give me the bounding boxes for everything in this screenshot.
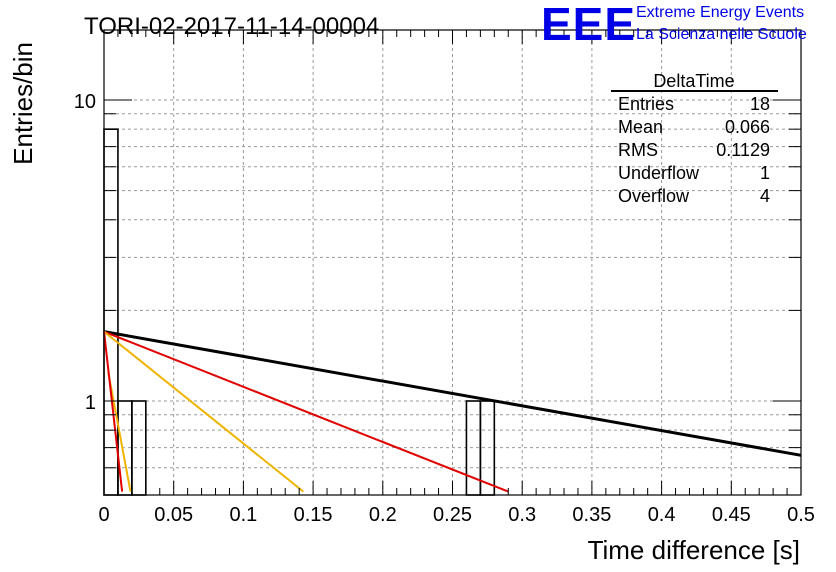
fit-line <box>103 331 124 492</box>
x-tick-labels: 0 0.05 0.1 0.15 0.2 0.25 0.3 0.35 0.4 0.45 0.5 <box>98 504 814 526</box>
grid-layer <box>104 30 801 495</box>
fit-line <box>103 330 304 493</box>
chart-title: TORI-02-2017-11-14-00004 <box>84 13 379 40</box>
stats-row-label: Entries <box>618 94 674 114</box>
eee-logo-mark: EEE <box>541 0 636 50</box>
x-tick-label: 0.25 <box>433 504 472 526</box>
x-tick-label: 0.45 <box>712 504 751 526</box>
stats-title: DeltaTime <box>653 71 734 91</box>
x-tick-label: 0 <box>98 504 109 526</box>
y-axis-title: Entries/bin <box>8 42 38 165</box>
stats-row-value: 1 <box>760 163 770 183</box>
stats-row-label: Overflow <box>618 186 690 206</box>
stats-rows: Entries 18 Mean 0.066 RMS 0.1129 Underflow 1 Ove… <box>618 94 770 206</box>
x-tick-label: 0.5 <box>787 504 815 526</box>
x-tick-label: 0.2 <box>369 504 397 526</box>
x-tick-label: 0.35 <box>572 504 611 526</box>
fit-line <box>103 330 509 493</box>
stats-row-label: Underflow <box>618 163 700 183</box>
stats-row-value: 0.1129 <box>716 140 770 160</box>
stats-row-label: RMS <box>618 140 658 160</box>
fit-lines-layer <box>103 330 802 493</box>
stats-row-value: 4 <box>760 186 770 206</box>
y-tick-label: 10 <box>74 91 96 113</box>
histogram-layer <box>103 128 496 496</box>
stats-row-value: 18 <box>750 94 770 114</box>
stats-row-label: Mean <box>618 117 663 137</box>
stats-row-value: 0.066 <box>725 117 770 137</box>
histogram-bin <box>131 400 147 496</box>
fit-line <box>103 330 802 457</box>
x-tick-label: 0.1 <box>229 504 257 526</box>
y-tick-labels: 1 10 <box>74 91 96 414</box>
x-tick-label: 0.4 <box>648 504 676 526</box>
eee-logo-line1: Extreme Energy Events <box>636 4 804 21</box>
x-tick-label: 0.05 <box>154 504 193 526</box>
tick-marks-layer <box>103 30 802 495</box>
stats-box: DeltaTime Entries 18 Mean 0.066 RMS 0.1129 Und… <box>611 71 778 206</box>
x-tick-label: 0.3 <box>508 504 536 526</box>
fit-line <box>107 371 132 492</box>
x-axis-title: Time difference [s] <box>588 535 800 565</box>
eee-logo-line2: La Scienza nelle Scuole <box>636 26 807 43</box>
y-tick-label: 1 <box>85 392 96 414</box>
x-tick-label: 0.15 <box>294 504 333 526</box>
